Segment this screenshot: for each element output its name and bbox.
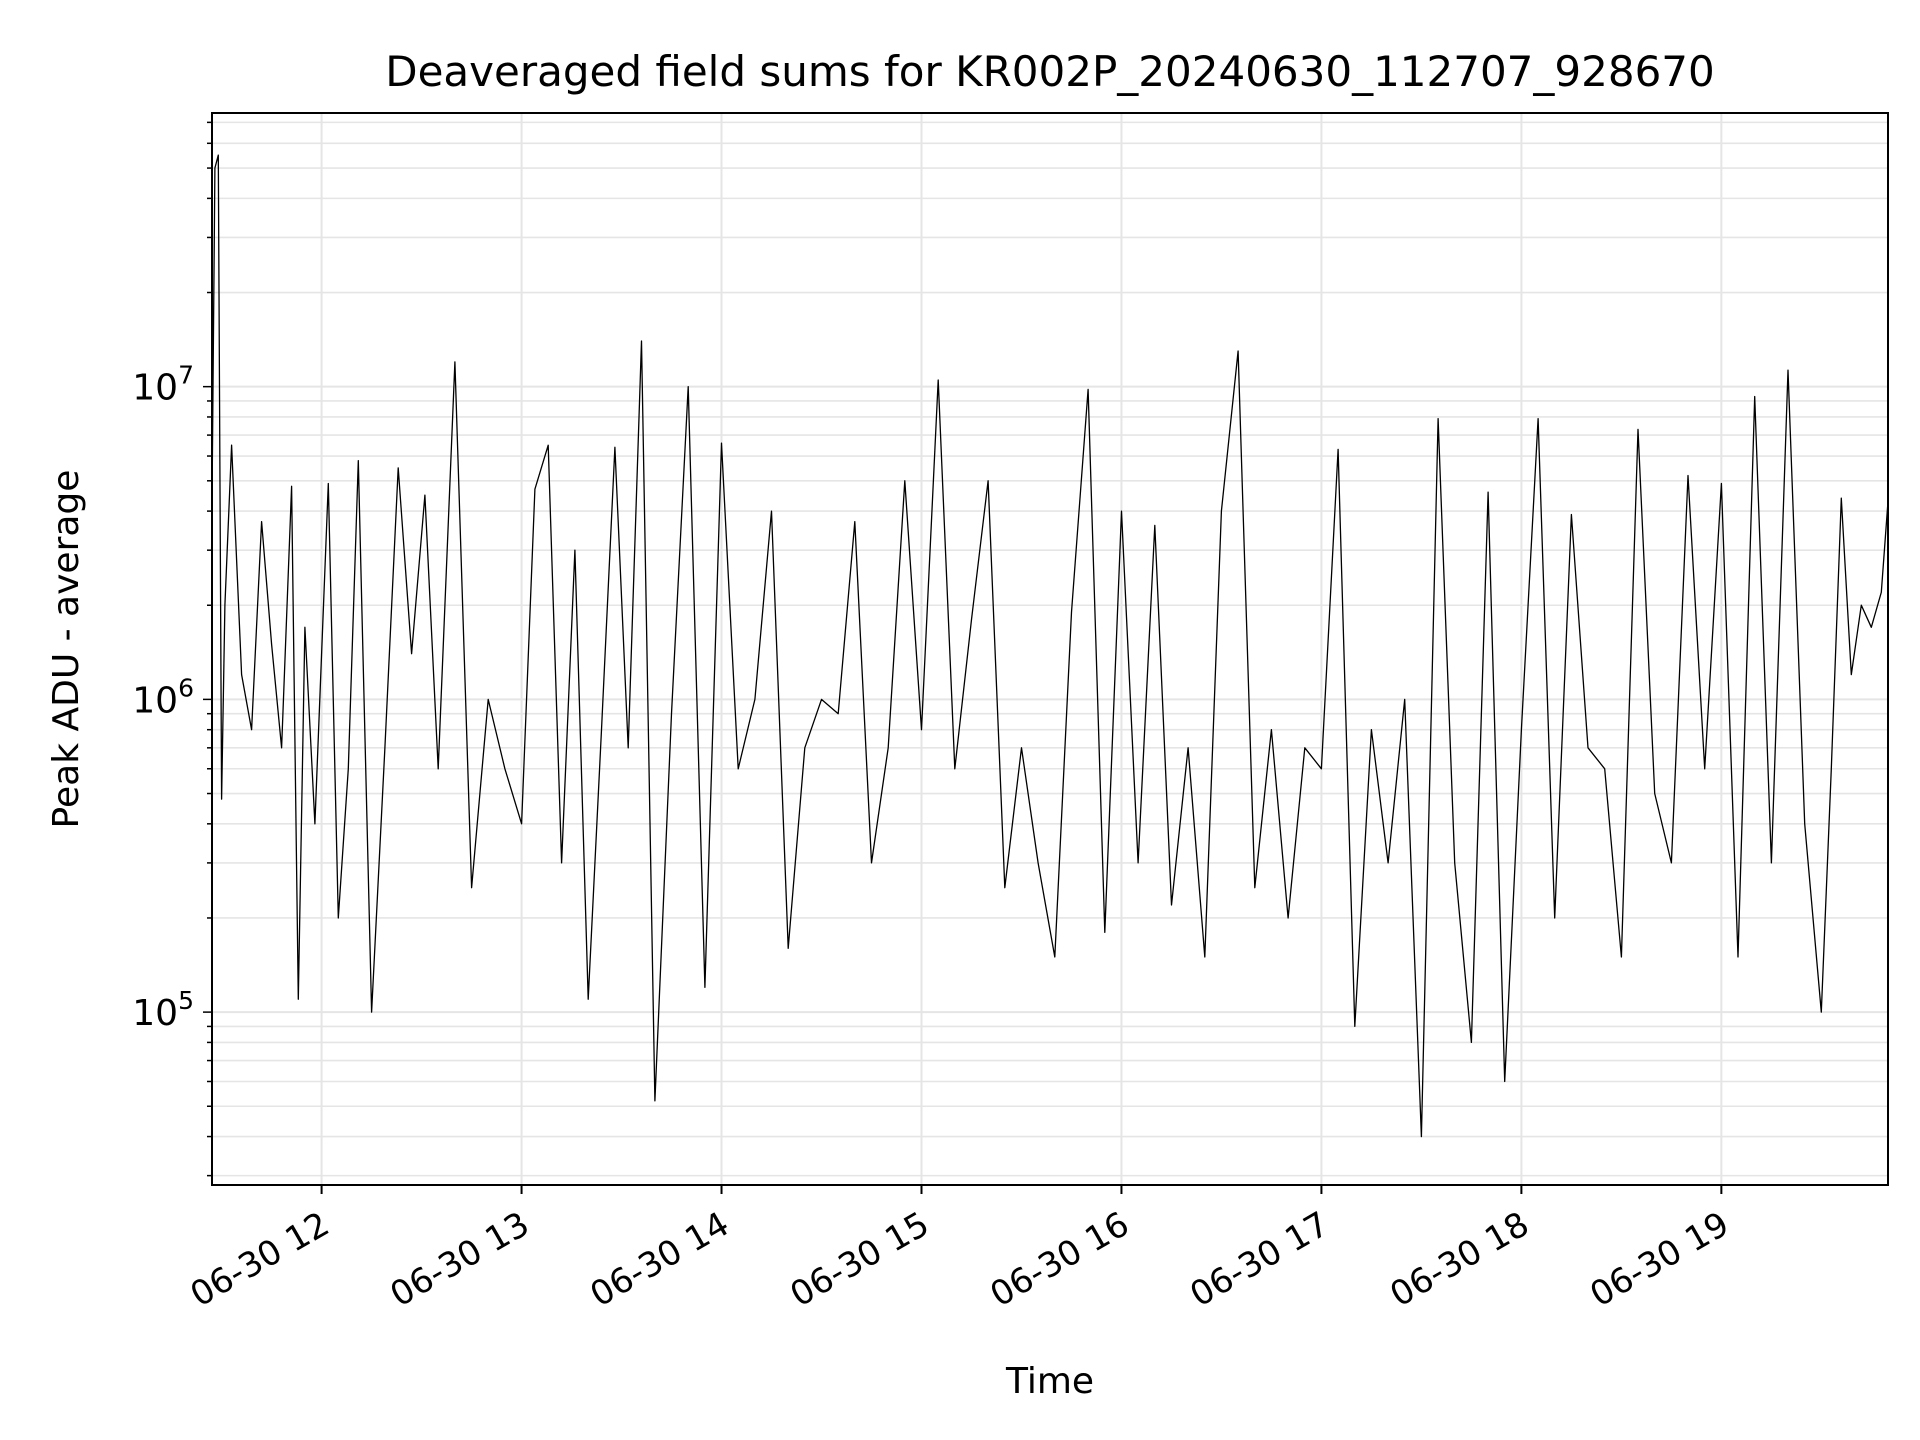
grid-layer	[212, 113, 1888, 1185]
plot-area	[210, 154, 1889, 1138]
x-axis-label: Time	[1005, 1361, 1094, 1402]
y-tick-label: 106	[132, 673, 194, 721]
chart-title: Deaveraged field sums for KR002P_2024063…	[385, 47, 1715, 96]
y-tick-label: 107	[132, 361, 194, 409]
plot-frame	[211, 112, 1889, 1186]
data-line	[210, 154, 1889, 1138]
y-tick-label: 105	[132, 986, 194, 1034]
y-axis-label: Peak ADU - average	[46, 470, 87, 829]
